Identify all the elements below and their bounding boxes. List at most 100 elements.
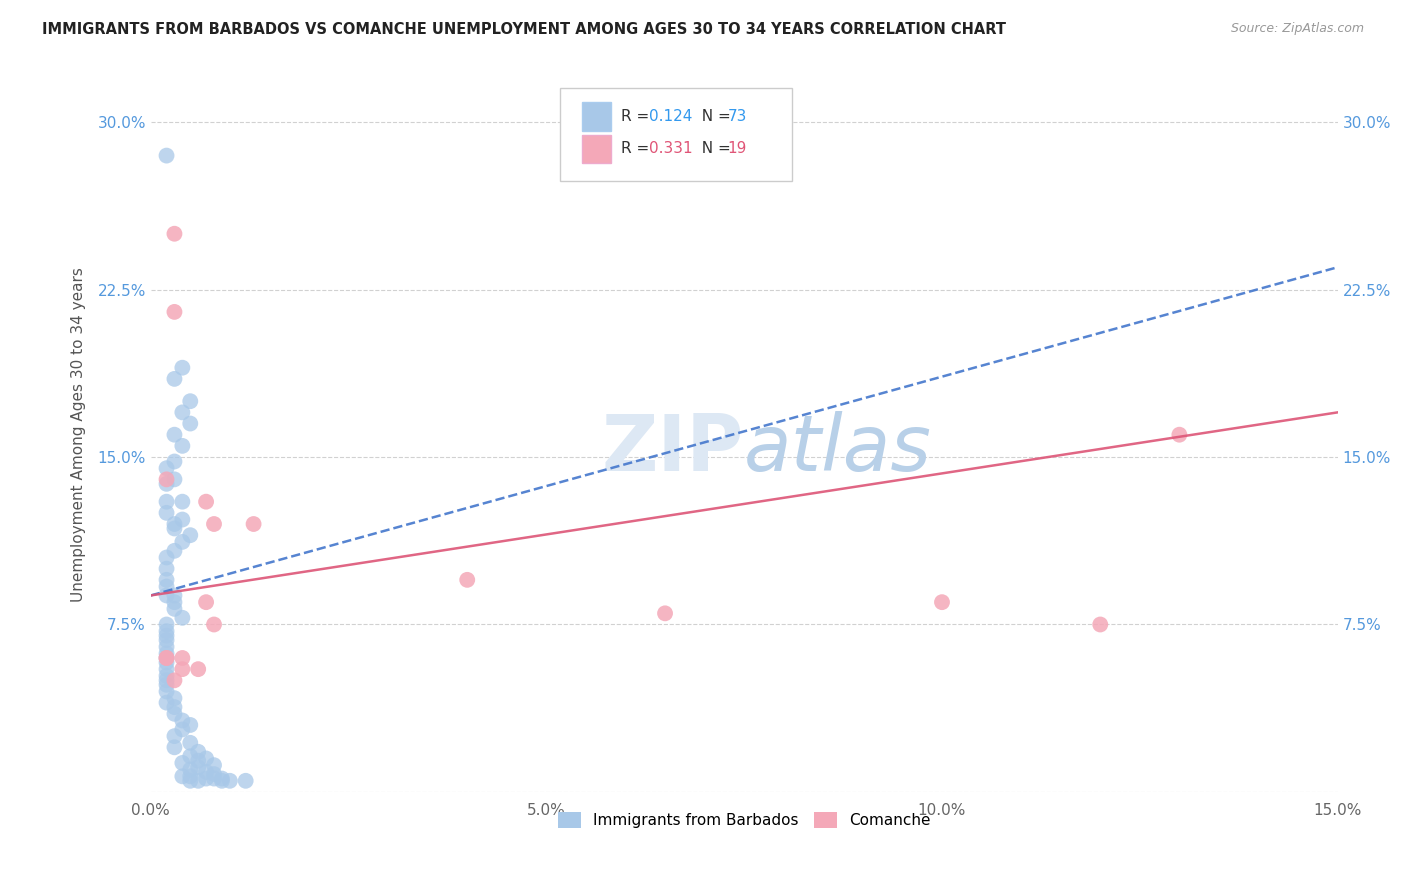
Point bbox=[163, 729, 186, 743]
Text: atlas: atlas bbox=[744, 411, 932, 487]
Point bbox=[179, 773, 201, 788]
Text: 19: 19 bbox=[727, 142, 747, 156]
Point bbox=[931, 595, 953, 609]
Point bbox=[155, 624, 177, 639]
Point bbox=[163, 427, 186, 442]
Point bbox=[187, 773, 209, 788]
Text: Source: ZipAtlas.com: Source: ZipAtlas.com bbox=[1230, 22, 1364, 36]
Point bbox=[155, 573, 177, 587]
Point bbox=[187, 745, 209, 759]
Point bbox=[211, 773, 233, 788]
Point bbox=[155, 656, 177, 670]
Text: 0.124: 0.124 bbox=[650, 109, 693, 124]
Point bbox=[163, 516, 186, 531]
Point bbox=[218, 773, 240, 788]
Point bbox=[172, 723, 194, 737]
Point bbox=[242, 516, 264, 531]
Point bbox=[172, 534, 194, 549]
Point bbox=[172, 494, 194, 508]
Point bbox=[163, 543, 186, 558]
Point bbox=[163, 454, 186, 468]
Point bbox=[172, 714, 194, 728]
Point bbox=[172, 512, 194, 526]
Point bbox=[1168, 427, 1191, 442]
Point bbox=[155, 696, 177, 710]
Point bbox=[163, 521, 186, 535]
Point bbox=[187, 754, 209, 768]
Point bbox=[163, 227, 186, 241]
Legend: Immigrants from Barbados, Comanche: Immigrants from Barbados, Comanche bbox=[551, 806, 936, 834]
Point bbox=[155, 472, 177, 486]
Point bbox=[163, 673, 186, 688]
Point bbox=[155, 461, 177, 475]
Point bbox=[195, 764, 218, 779]
Point bbox=[179, 749, 201, 764]
Point bbox=[179, 394, 201, 409]
Point bbox=[163, 305, 186, 319]
Point bbox=[155, 651, 177, 665]
Point bbox=[195, 494, 218, 508]
Point bbox=[202, 767, 225, 781]
Point bbox=[187, 760, 209, 774]
Point bbox=[155, 148, 177, 162]
Point bbox=[163, 589, 186, 603]
Point bbox=[163, 740, 186, 755]
Point bbox=[163, 602, 186, 616]
Point bbox=[155, 662, 177, 676]
Point bbox=[179, 736, 201, 750]
Point bbox=[155, 550, 177, 565]
Point bbox=[172, 662, 194, 676]
Point bbox=[202, 516, 225, 531]
Point bbox=[202, 758, 225, 772]
Point bbox=[163, 706, 186, 721]
Point bbox=[187, 662, 209, 676]
Point bbox=[155, 651, 177, 665]
Text: N =: N = bbox=[692, 142, 735, 156]
Point bbox=[163, 595, 186, 609]
Point bbox=[195, 595, 218, 609]
Text: IMMIGRANTS FROM BARBADOS VS COMANCHE UNEMPLOYMENT AMONG AGES 30 TO 34 YEARS CORR: IMMIGRANTS FROM BARBADOS VS COMANCHE UNE… bbox=[42, 22, 1007, 37]
Point bbox=[155, 494, 177, 508]
Point bbox=[163, 472, 186, 486]
Point bbox=[155, 629, 177, 643]
Point bbox=[195, 751, 218, 765]
Point bbox=[1090, 617, 1112, 632]
FancyBboxPatch shape bbox=[582, 103, 612, 131]
Point bbox=[155, 640, 177, 654]
Point bbox=[179, 763, 201, 777]
Point bbox=[179, 718, 201, 732]
Text: R =: R = bbox=[620, 142, 654, 156]
Point bbox=[202, 617, 225, 632]
Point bbox=[155, 673, 177, 688]
Text: R =: R = bbox=[620, 109, 654, 124]
Point bbox=[155, 589, 177, 603]
Point bbox=[195, 772, 218, 786]
Text: ZIP: ZIP bbox=[602, 411, 744, 487]
Point bbox=[179, 417, 201, 431]
Point bbox=[179, 528, 201, 542]
Text: N =: N = bbox=[692, 109, 735, 124]
Point bbox=[163, 372, 186, 386]
Point bbox=[155, 617, 177, 632]
Point bbox=[155, 633, 177, 648]
Point bbox=[172, 651, 194, 665]
Point bbox=[155, 651, 177, 665]
Point bbox=[654, 607, 676, 621]
Point bbox=[172, 360, 194, 375]
FancyBboxPatch shape bbox=[582, 135, 612, 163]
Point bbox=[155, 669, 177, 683]
Point bbox=[155, 476, 177, 491]
Point bbox=[163, 700, 186, 714]
Point bbox=[155, 647, 177, 661]
Point bbox=[172, 405, 194, 419]
Point bbox=[155, 562, 177, 576]
Point bbox=[155, 506, 177, 520]
Y-axis label: Unemployment Among Ages 30 to 34 years: Unemployment Among Ages 30 to 34 years bbox=[72, 268, 86, 602]
Point bbox=[155, 580, 177, 594]
Point bbox=[155, 684, 177, 698]
Point bbox=[235, 773, 257, 788]
Point bbox=[211, 772, 233, 786]
Point bbox=[172, 439, 194, 453]
Point bbox=[202, 772, 225, 786]
Point bbox=[172, 756, 194, 770]
